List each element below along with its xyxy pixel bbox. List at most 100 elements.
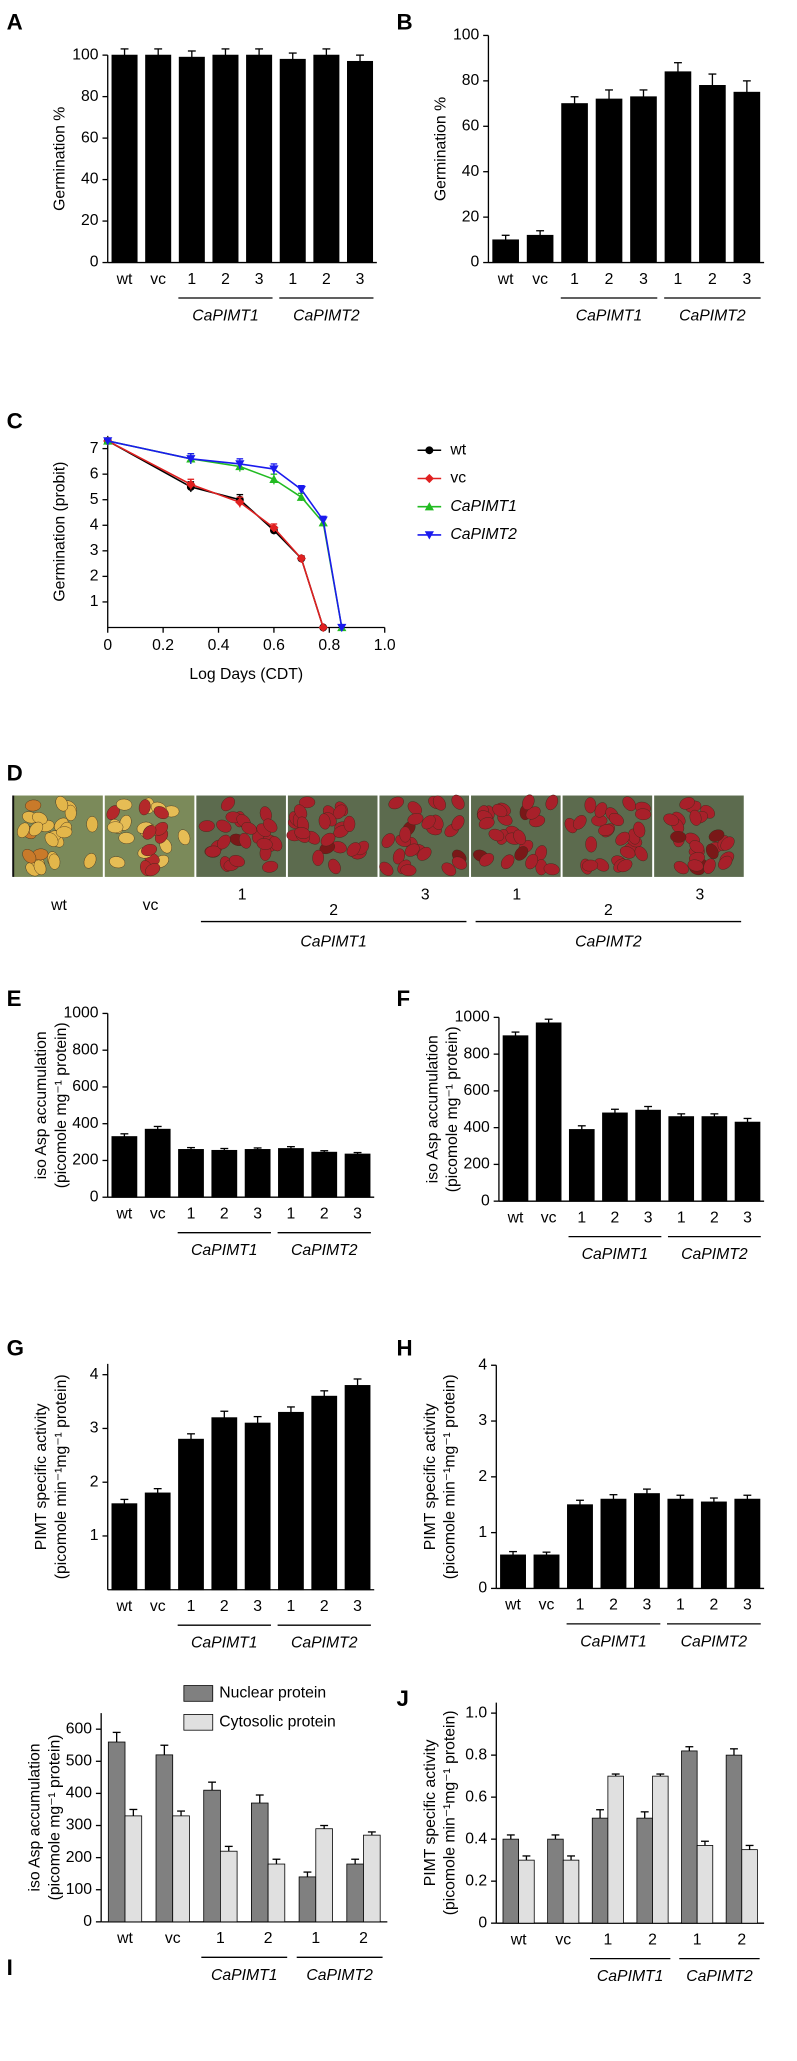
y-tick-label: 2	[90, 568, 99, 585]
error-bar	[577, 1125, 586, 1130]
marker	[318, 516, 328, 525]
seed	[145, 863, 161, 877]
legend-label: Cytosolic protein	[219, 1713, 335, 1730]
group-label: CaPIMT2	[686, 1968, 753, 1985]
group-label: CaPIMT1	[300, 934, 367, 951]
error-bar	[272, 1858, 281, 1865]
seed	[404, 843, 420, 857]
seed	[633, 821, 646, 838]
x-tick-label: 3	[643, 1597, 652, 1614]
seed	[703, 858, 716, 874]
error-bar	[224, 1845, 233, 1852]
x-tick-label: wt	[504, 1597, 521, 1614]
bar	[220, 1850, 238, 1923]
lane-label: 3	[696, 886, 705, 903]
error-bar	[501, 234, 510, 240]
seed	[708, 829, 725, 842]
seed	[488, 828, 505, 842]
x-tick-label: 2	[609, 1597, 618, 1614]
bar	[279, 58, 306, 263]
seed	[220, 796, 235, 812]
seed	[198, 820, 215, 832]
bar	[547, 1838, 564, 1924]
error-bar	[255, 1794, 264, 1804]
bar	[561, 103, 588, 263]
bar	[347, 60, 374, 263]
seed	[392, 848, 405, 865]
seed	[107, 821, 124, 834]
bar	[344, 1385, 371, 1591]
bar	[363, 1834, 381, 1923]
group-label: CaPIMT2	[291, 1635, 358, 1652]
bar	[111, 1136, 138, 1198]
error-bar	[120, 48, 129, 56]
error-bar	[640, 1811, 649, 1819]
bar	[267, 1863, 286, 1923]
x-tick-label: 2	[737, 1931, 746, 1948]
marker	[425, 446, 434, 455]
bar	[313, 54, 340, 263]
y-axis-label: (picomole mg⁻¹ protein)	[53, 1022, 70, 1188]
bar	[734, 1121, 761, 1202]
seed	[241, 822, 257, 835]
marker	[424, 531, 434, 540]
x-tick-label: wt	[116, 1598, 133, 1615]
error-bar	[253, 1147, 262, 1150]
x-tick-label: 1.0	[374, 637, 396, 654]
x-tick-label: 0.8	[318, 637, 340, 654]
x-tick-label: vc	[532, 271, 548, 288]
error-bar	[221, 48, 230, 56]
seed	[451, 794, 465, 810]
seed	[673, 861, 689, 875]
panel-label: I	[7, 1955, 13, 1980]
bar	[178, 1149, 204, 1198]
y-axis-label: PIMT specific activity	[422, 1403, 439, 1550]
seed	[48, 853, 61, 870]
error-bar	[187, 50, 196, 58]
y-axis-label: PIMT specific activity	[33, 1403, 50, 1550]
group-label: CaPIMT1	[580, 1633, 647, 1650]
lane-label: 2	[329, 902, 338, 919]
seed	[679, 797, 695, 810]
bar	[652, 1775, 669, 1924]
bar	[244, 1149, 271, 1198]
error-bar	[253, 1415, 262, 1424]
seed	[44, 832, 59, 847]
y-tick-label: 80	[81, 88, 99, 105]
seed	[328, 858, 341, 875]
y-tick-label: 4	[90, 1366, 99, 1383]
error-bar	[609, 1494, 618, 1500]
group-label: CaPIMT1	[191, 1635, 258, 1652]
y-tick-label: 400	[72, 1115, 99, 1132]
seed	[138, 799, 151, 816]
bar	[172, 1815, 190, 1923]
error-bar	[353, 1378, 362, 1386]
x-tick-label: 1	[676, 1597, 685, 1614]
x-axis-label: Log Days (CDT)	[189, 666, 303, 683]
seed	[29, 821, 44, 837]
error-bar	[730, 1748, 738, 1756]
error-bar	[320, 1390, 329, 1397]
seed	[585, 836, 597, 853]
y-tick-label: 80	[462, 72, 480, 89]
bar	[244, 1422, 271, 1591]
error-bar	[187, 1433, 195, 1440]
y-tick-label: 1000	[455, 1009, 490, 1026]
bar	[636, 1817, 653, 1924]
group-label: CaPIMT1	[576, 308, 643, 325]
y-tick-label: 100	[66, 1881, 93, 1898]
x-tick-label: 1	[287, 1205, 296, 1222]
y-axis-label: iso Asp accumulation	[33, 1031, 50, 1179]
seed	[262, 860, 279, 873]
y-tick-label: 6	[90, 465, 99, 482]
x-tick-label: 2	[322, 271, 331, 288]
panel-label: H	[397, 1335, 413, 1360]
seed	[545, 794, 559, 811]
bar	[211, 1417, 238, 1591]
y-tick-label: 0	[481, 1192, 490, 1209]
y-tick-label: 200	[66, 1849, 93, 1866]
y-axis-label: Germination (probit)	[52, 462, 69, 602]
bar	[535, 1022, 562, 1202]
y-tick-label: 400	[66, 1785, 93, 1802]
marker	[269, 465, 279, 474]
